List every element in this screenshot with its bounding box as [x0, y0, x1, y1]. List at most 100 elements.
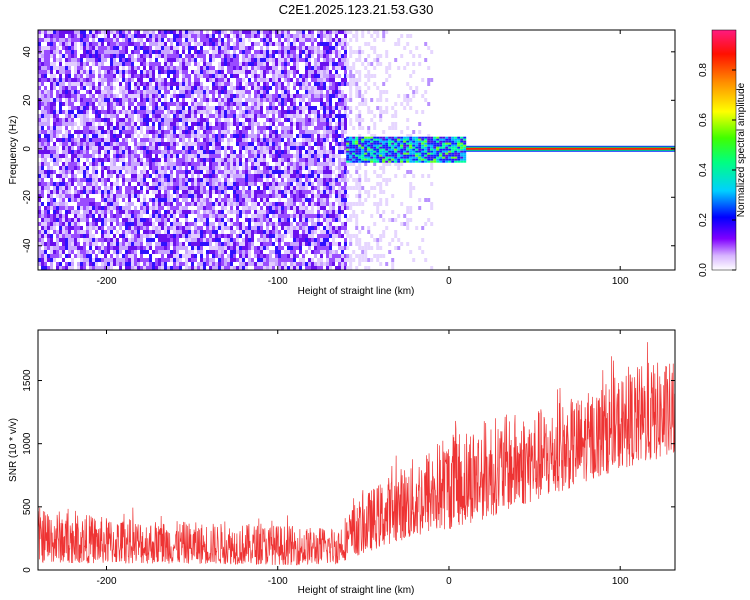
heatmap-cell [125, 30, 128, 34]
heatmap-cell [137, 178, 140, 182]
heatmap-cell [263, 218, 266, 222]
heatmap-cell [233, 174, 236, 178]
heatmap-cell [173, 230, 176, 234]
heatmap-cell [269, 134, 272, 138]
heatmap-cell [125, 130, 128, 134]
heatmap-cell [80, 154, 83, 158]
heatmap-cell [134, 258, 137, 262]
heatmap-cell [140, 58, 143, 62]
heatmap-cell [188, 82, 191, 86]
heatmap-cell [104, 70, 107, 74]
heatmap-cell [215, 106, 218, 110]
heatmap-cell [98, 218, 101, 222]
heatmap-cell [320, 154, 323, 158]
heatmap-cell [173, 214, 176, 218]
heatmap-cell [275, 158, 278, 162]
heatmap-cell [140, 178, 143, 182]
heatmap-cell [215, 262, 218, 266]
heatmap-cell [170, 146, 173, 150]
heatmap-cell [311, 214, 314, 218]
heatmap-cell [125, 86, 128, 90]
heatmap-cell [80, 258, 83, 262]
heatmap-cell [173, 118, 176, 122]
heatmap-cell [44, 226, 47, 230]
heatmap-cell [50, 190, 53, 194]
heatmap-cell [326, 78, 329, 82]
heatmap-cell [314, 66, 317, 70]
heatmap-cell [218, 246, 221, 250]
heatmap-cell [188, 38, 191, 42]
heatmap-cell [104, 190, 107, 194]
heatmap-cell [179, 210, 182, 214]
heatmap-cell [299, 218, 302, 222]
heatmap-cell [227, 178, 230, 182]
heatmap-cell [239, 254, 242, 258]
heatmap-cell [140, 186, 143, 190]
heatmap-cell [164, 202, 167, 206]
heatmap-cell [44, 174, 47, 178]
heatmap-cell [131, 254, 134, 258]
heatmap-cell [302, 214, 305, 218]
heatmap-cell [95, 50, 98, 54]
heatmap-cell [287, 98, 290, 102]
heatmap-cell [179, 194, 182, 198]
heatmap-cell [311, 182, 314, 186]
heatmap-cell [50, 198, 53, 202]
heatmap-cell [167, 138, 170, 142]
heatmap-cell [152, 170, 155, 174]
heatmap-cell [161, 134, 164, 138]
heatmap-cell [197, 218, 200, 222]
heatmap-cell [185, 198, 188, 202]
heatmap-cell [173, 150, 176, 154]
heatmap-cell [329, 254, 332, 258]
heatmap-cell [107, 90, 110, 94]
heatmap-cell [86, 122, 89, 126]
heatmap-cell [257, 102, 260, 106]
heatmap-cell [131, 98, 134, 102]
heatmap-cell [266, 238, 269, 242]
heatmap-cell [164, 118, 167, 122]
heatmap-cell [119, 110, 122, 114]
heatmap-cell [128, 162, 131, 166]
heatmap-cell [74, 42, 77, 46]
heatmap-cell [131, 126, 134, 130]
heatmap-cell [161, 238, 164, 242]
heatmap-cell [317, 158, 320, 162]
heatmap-cell [263, 238, 266, 242]
heatmap-cell [296, 62, 299, 66]
heatmap-cell [146, 182, 149, 186]
heatmap-cell [317, 134, 320, 138]
heatmap-cell [134, 222, 137, 226]
heatmap-cell [47, 70, 50, 74]
heatmap-cell [176, 142, 179, 146]
heatmap-cell [293, 210, 296, 214]
heatmap-cell [80, 102, 83, 106]
heatmap-cell [185, 130, 188, 134]
heatmap-cell [128, 206, 131, 210]
heatmap-cell [329, 42, 332, 46]
heatmap-cell [281, 82, 284, 86]
heatmap-cell [200, 122, 203, 126]
heatmap-cell [326, 198, 329, 202]
heatmap-cell [50, 218, 53, 222]
heatmap-cell [209, 162, 212, 166]
heatmap-cell [191, 82, 194, 86]
heatmap-cell [278, 250, 281, 254]
heatmap-cell [134, 266, 137, 270]
heatmap-cell [269, 154, 272, 158]
heatmap-cell [164, 122, 167, 126]
heatmap-cell [272, 230, 275, 234]
heatmap-cell [332, 186, 335, 190]
heatmap-cell [71, 206, 74, 210]
heatmap-cell [284, 66, 287, 70]
heatmap-cell [218, 234, 221, 238]
heatmap-cell [206, 214, 209, 218]
heatmap-cell [293, 230, 296, 234]
heatmap-cell [134, 206, 137, 210]
heatmap-cell [116, 262, 119, 266]
heatmap-cell [155, 226, 158, 230]
heatmap-cell [86, 102, 89, 106]
heatmap-cell [239, 110, 242, 114]
heatmap-cell [233, 66, 236, 70]
heatmap-cell [287, 42, 290, 46]
